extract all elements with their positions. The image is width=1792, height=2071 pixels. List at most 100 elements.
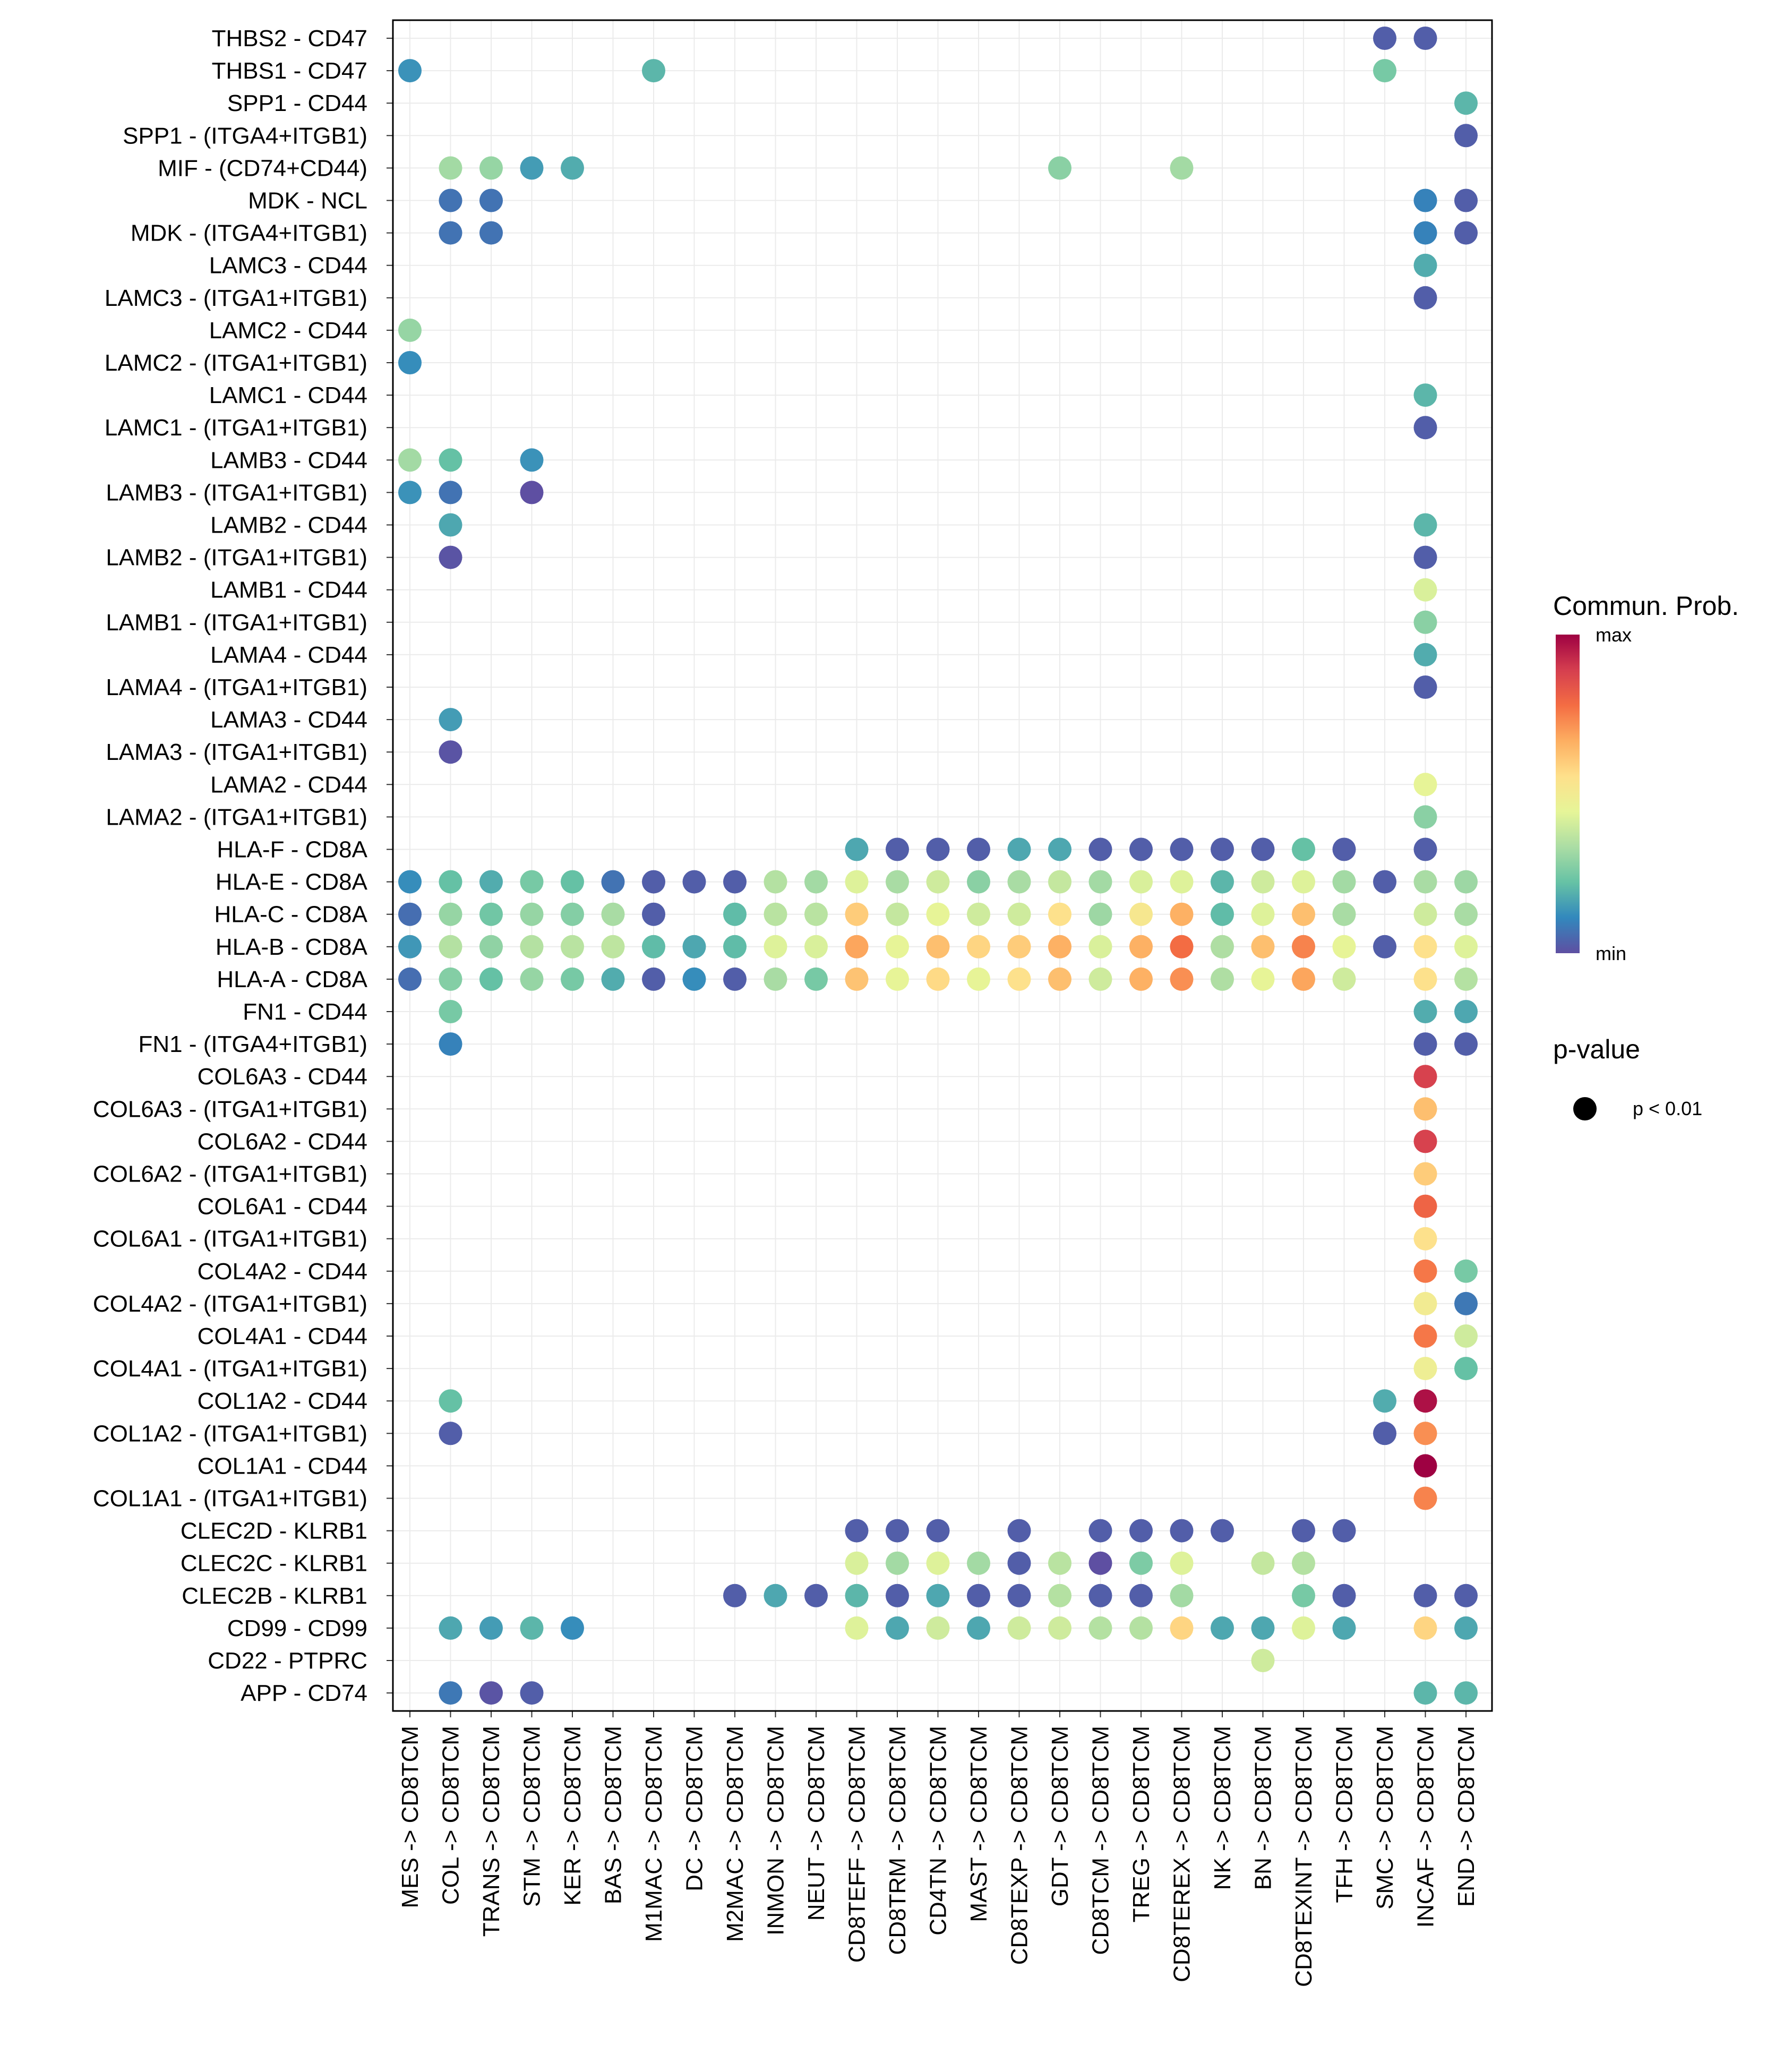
data-point	[1413, 1454, 1437, 1478]
data-point	[926, 1584, 950, 1607]
data-point	[1373, 27, 1396, 50]
data-point	[1129, 1616, 1153, 1640]
data-point	[682, 967, 706, 991]
data-point	[886, 935, 909, 959]
data-point	[1332, 837, 1356, 861]
data-point	[764, 870, 787, 894]
data-point	[1454, 1259, 1478, 1283]
data-point	[764, 1584, 787, 1607]
y-tick-label: CD99 - CD99	[227, 1615, 367, 1641]
data-point	[1292, 837, 1315, 861]
data-point	[886, 902, 909, 926]
data-point	[520, 870, 544, 894]
data-point	[642, 902, 665, 926]
data-point	[1170, 967, 1194, 991]
y-tick-label: COL6A1 - (ITGA1+ITGB1)	[93, 1226, 367, 1252]
data-point	[1251, 1551, 1275, 1575]
data-point	[1170, 156, 1194, 180]
y-tick-label: LAMB2 - (ITGA1+ITGB1)	[106, 545, 367, 571]
data-point	[439, 1000, 462, 1023]
data-point	[1251, 935, 1275, 959]
data-point	[682, 870, 706, 894]
data-point	[398, 59, 422, 83]
data-point	[723, 935, 747, 959]
data-point	[479, 967, 503, 991]
y-tick-label: COL6A3 - (ITGA1+ITGB1)	[93, 1096, 367, 1122]
data-point	[804, 967, 828, 991]
data-point	[1373, 1389, 1396, 1413]
data-point	[1413, 513, 1437, 537]
data-point	[1413, 1357, 1437, 1381]
y-tick-label: HLA-B - CD8A	[216, 934, 368, 960]
data-point	[926, 1551, 950, 1575]
data-point	[1088, 967, 1112, 991]
data-point	[439, 967, 462, 991]
y-tick-label: THBS1 - CD47	[212, 58, 367, 84]
grid-lines	[387, 20, 1492, 1717]
y-tick-label: LAMC2 - CD44	[209, 318, 367, 344]
data-point	[845, 935, 869, 959]
data-point	[398, 902, 422, 926]
data-point	[967, 837, 990, 861]
data-point	[642, 967, 665, 991]
y-tick-label: HLA-E - CD8A	[216, 869, 368, 895]
y-tick-label: COL6A2 - CD44	[198, 1128, 367, 1154]
data-point	[886, 1519, 909, 1543]
x-tick-label: CD8TCM -> CD8TCM	[1088, 1726, 1114, 1955]
data-point	[1454, 935, 1478, 959]
data-point	[439, 513, 462, 537]
data-point	[1251, 870, 1275, 894]
data-point	[1413, 383, 1437, 407]
data-point	[398, 318, 422, 342]
colorbar	[1556, 635, 1580, 953]
data-point	[1413, 1097, 1437, 1121]
x-tick-label: MAST -> CD8TCM	[966, 1726, 992, 1922]
data-point	[845, 967, 869, 991]
data-point	[886, 837, 909, 861]
data-point	[1373, 935, 1396, 959]
data-point	[926, 935, 950, 959]
y-tick-label: CD22 - PTPRC	[208, 1648, 367, 1674]
x-tick-label: KER -> CD8TCM	[560, 1726, 586, 1906]
data-point	[926, 837, 950, 861]
data-point	[439, 156, 462, 180]
data-point	[886, 1616, 909, 1640]
data-point	[1170, 1584, 1194, 1607]
data-point	[1413, 416, 1437, 440]
data-point	[804, 870, 828, 894]
data-point	[1454, 870, 1478, 894]
data-point	[886, 967, 909, 991]
data-point	[1413, 253, 1437, 277]
size-legend-dot	[1573, 1097, 1597, 1120]
x-tick-label: TRANS -> CD8TCM	[478, 1726, 504, 1937]
data-point	[1170, 902, 1194, 926]
data-point	[1454, 1000, 1478, 1023]
data-point	[1170, 1616, 1194, 1640]
x-tick-label: DC -> CD8TCM	[682, 1726, 708, 1892]
data-point	[1454, 189, 1478, 212]
data-point	[1413, 610, 1437, 634]
data-point	[1048, 1584, 1071, 1607]
data-point	[845, 837, 869, 861]
data-point	[1413, 1194, 1437, 1218]
data-point	[804, 1584, 828, 1607]
data-point	[764, 935, 787, 959]
data-point	[1007, 870, 1031, 894]
data-point	[398, 351, 422, 374]
data-point	[1413, 1486, 1437, 1510]
data-point	[886, 1551, 909, 1575]
data-point	[561, 156, 584, 180]
y-tick-label: LAMB2 - CD44	[210, 512, 367, 538]
x-tick-label: CD8TEXP -> CD8TCM	[1007, 1726, 1033, 1965]
data-point	[1454, 902, 1478, 926]
data-point	[439, 481, 462, 504]
data-point	[1251, 1649, 1275, 1672]
y-tick-label: COL1A2 - (ITGA1+ITGB1)	[93, 1420, 367, 1447]
y-tick-label: LAMC3 - CD44	[209, 253, 367, 279]
data-point	[439, 902, 462, 926]
y-tick-label: COL4A1 - (ITGA1+ITGB1)	[93, 1356, 367, 1382]
data-point	[520, 156, 544, 180]
data-point	[1413, 545, 1437, 569]
data-point	[398, 448, 422, 472]
